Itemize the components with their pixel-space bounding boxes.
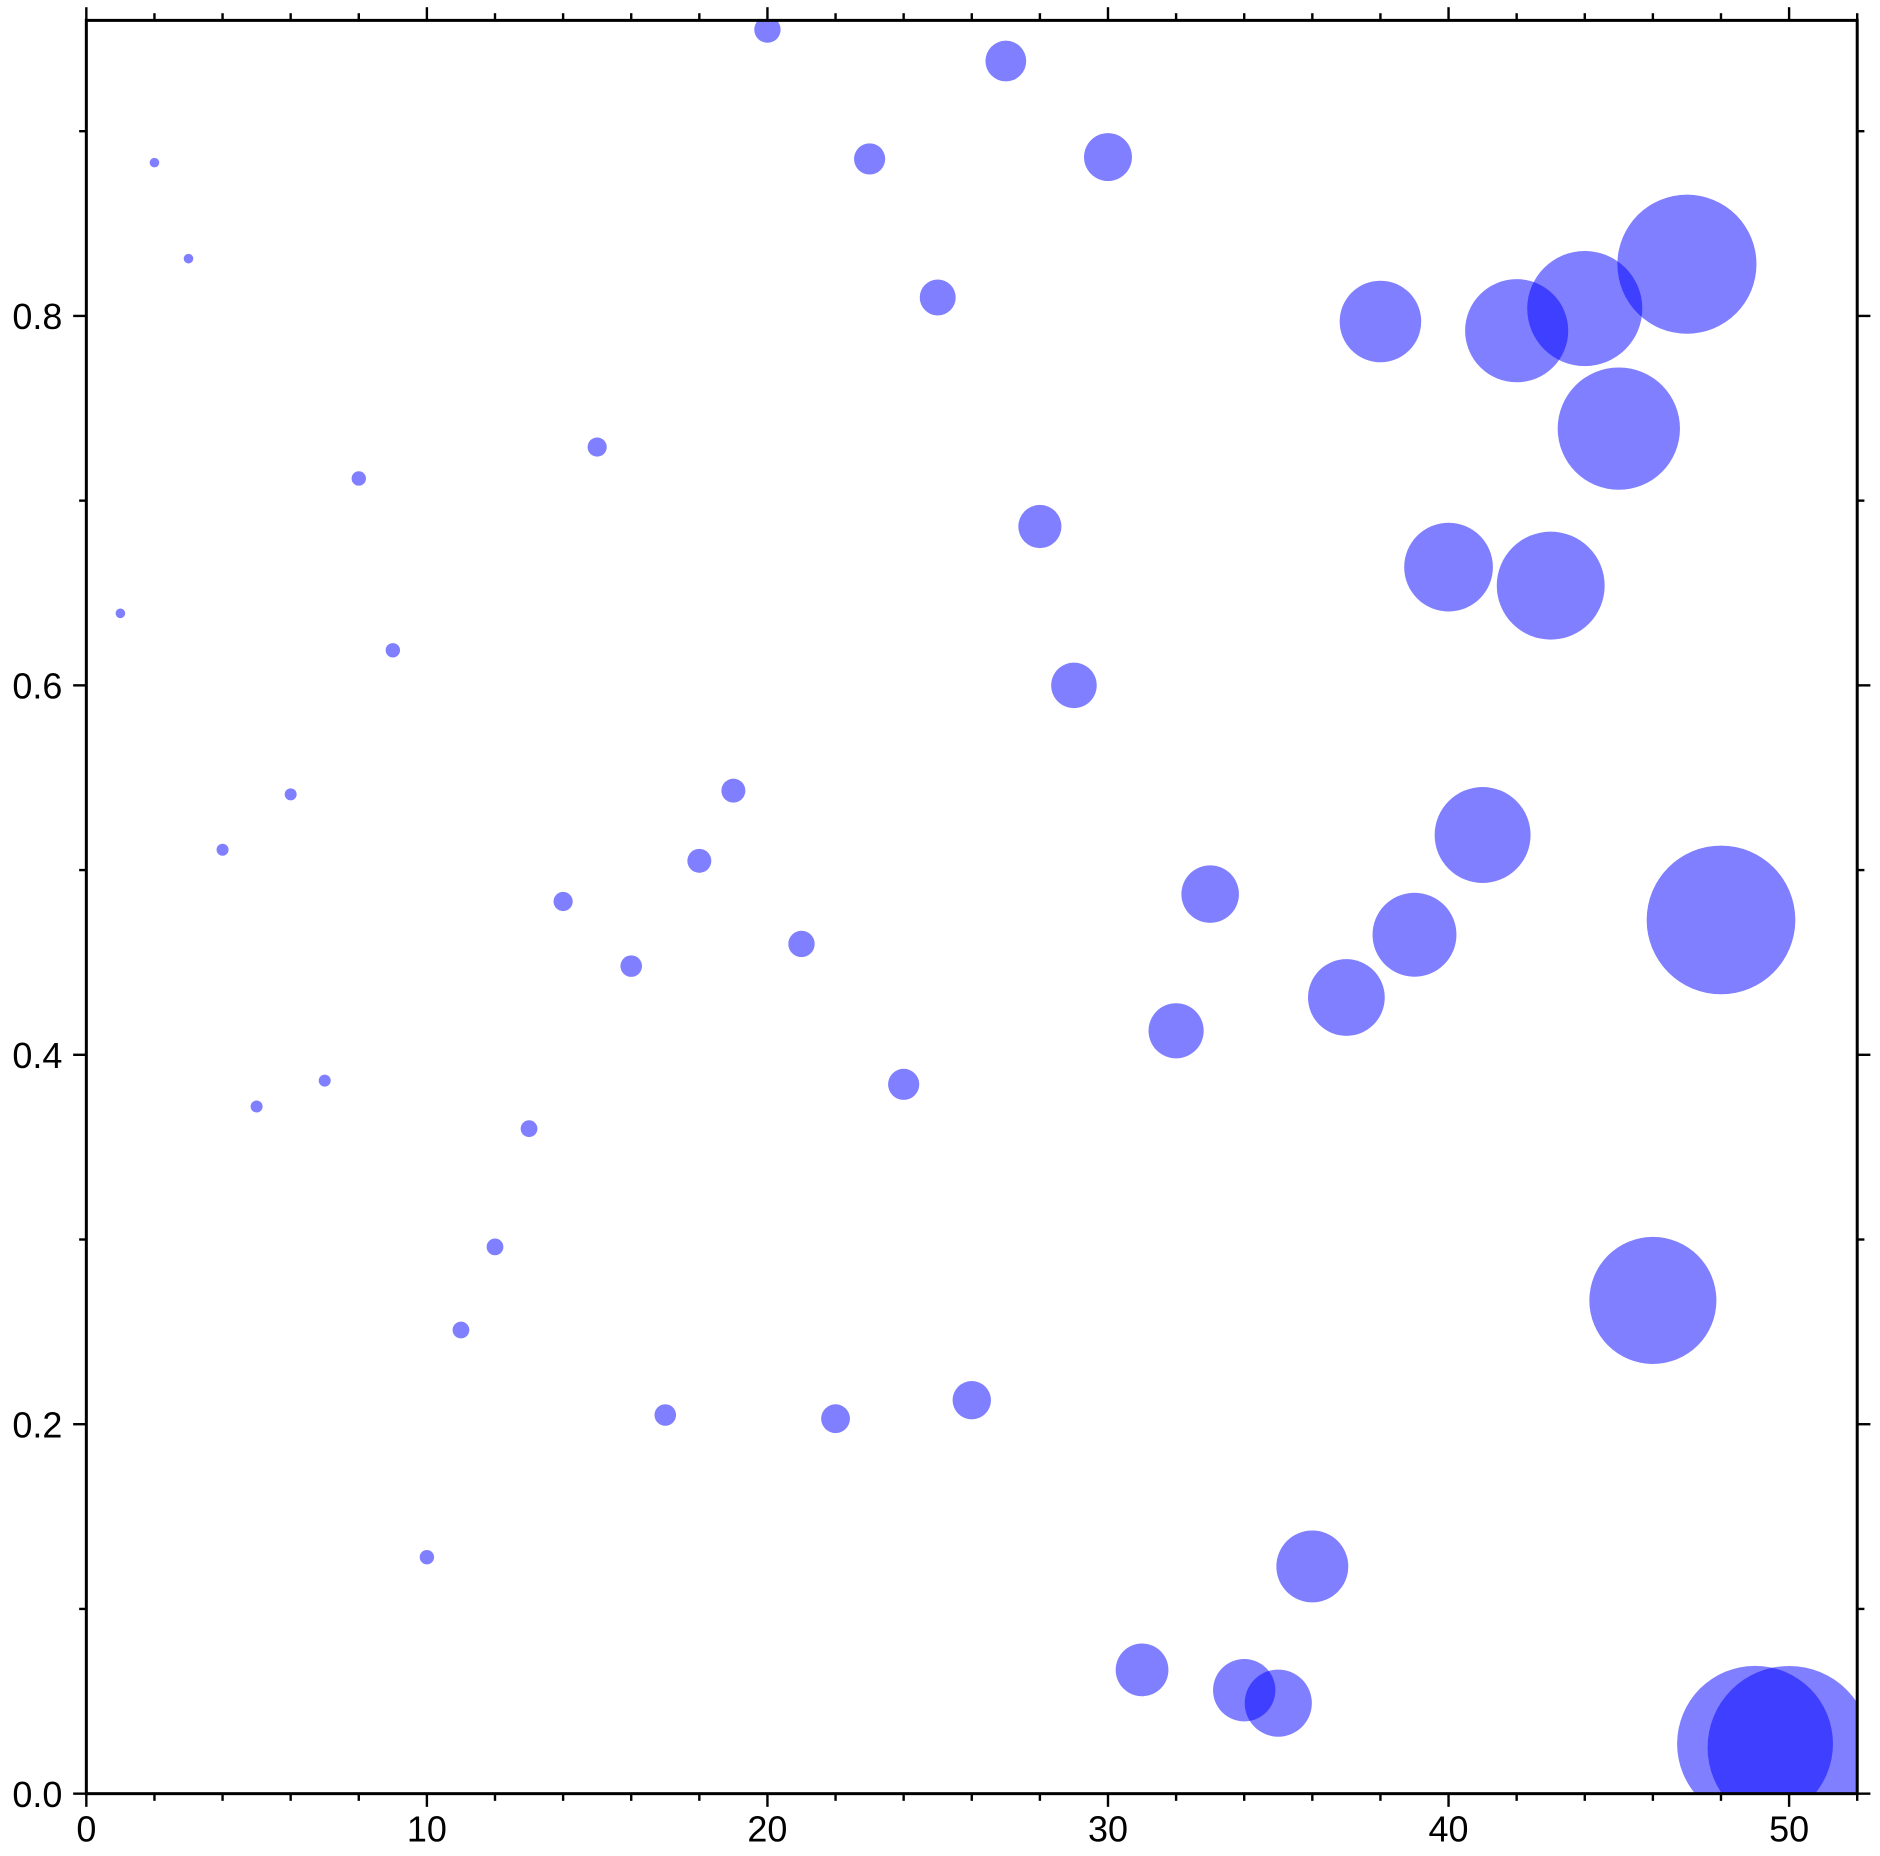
bubble <box>1084 133 1132 182</box>
bubble <box>1434 787 1531 883</box>
bubble <box>985 40 1027 82</box>
bubble <box>888 1068 920 1100</box>
y-tick-label: 0.4 <box>12 1035 62 1076</box>
bubble <box>1244 1669 1312 1737</box>
bubble <box>1617 194 1757 334</box>
bubble <box>788 930 815 958</box>
bubble <box>952 1381 991 1420</box>
bubble <box>721 778 746 803</box>
bubble <box>1372 892 1457 977</box>
y-tick-label: 0.6 <box>12 666 62 707</box>
bubble <box>654 1404 677 1426</box>
bubble <box>419 1550 435 1565</box>
bubble <box>1707 1665 1858 1794</box>
bubble <box>687 848 712 873</box>
y-tick-label: 0.0 <box>12 1774 62 1815</box>
bubble <box>1646 845 1796 995</box>
bubble <box>854 143 886 175</box>
y-tick-label: 0.8 <box>12 296 62 337</box>
bubble <box>821 1404 850 1434</box>
bubble <box>318 1074 331 1087</box>
bubble <box>587 437 607 457</box>
bubble <box>1276 1530 1349 1603</box>
bubble <box>385 643 401 658</box>
bubble <box>351 471 366 486</box>
bubble <box>1589 1236 1717 1365</box>
bubble <box>520 1120 538 1138</box>
bubble <box>284 788 297 801</box>
bubble <box>486 1238 504 1256</box>
bubble <box>1115 1643 1169 1697</box>
bubble <box>1404 522 1493 612</box>
bubble <box>1018 504 1062 549</box>
bubble <box>1496 531 1605 640</box>
bubble <box>1339 280 1422 363</box>
x-tick-label: 20 <box>747 1809 787 1850</box>
bubble <box>149 157 160 168</box>
x-tick-label: 30 <box>1088 1809 1128 1850</box>
bubble <box>1308 959 1385 1036</box>
plot-area <box>115 20 1858 1794</box>
bubble <box>1148 1003 1204 1059</box>
bubble <box>1181 865 1239 923</box>
bubble <box>250 1100 263 1113</box>
bubble <box>115 608 126 619</box>
bubble <box>919 279 956 316</box>
bubble <box>183 253 194 264</box>
y-tick-label: 0.2 <box>12 1404 62 1445</box>
bubble <box>553 891 573 912</box>
bubble <box>452 1321 470 1339</box>
x-tick-label: 40 <box>1429 1809 1469 1850</box>
bubble <box>620 955 643 977</box>
x-tick-label: 50 <box>1769 1809 1809 1850</box>
x-tick-label: 10 <box>407 1809 447 1850</box>
x-tick-label: 0 <box>76 1809 96 1850</box>
bubble <box>1527 250 1643 367</box>
bubble <box>1557 367 1680 490</box>
bubble <box>1051 662 1097 709</box>
bubble <box>754 20 781 43</box>
bubble <box>216 843 229 856</box>
